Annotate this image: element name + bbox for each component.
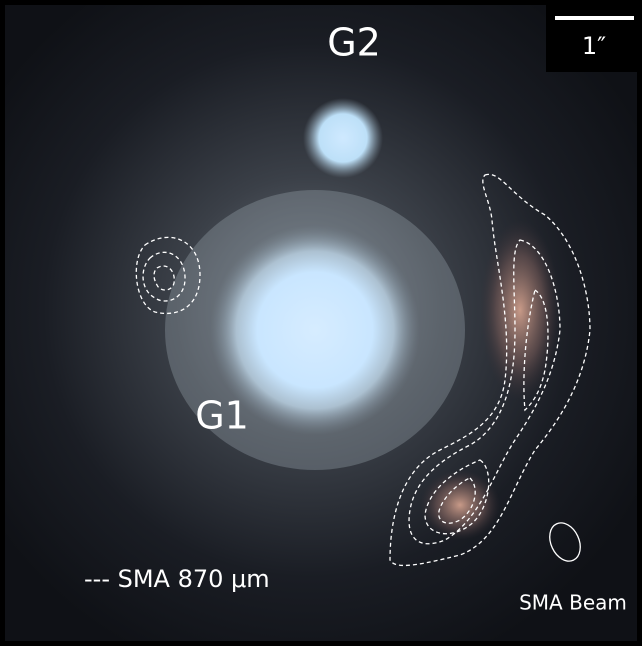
label-g2: G2 bbox=[327, 21, 381, 65]
contours bbox=[135, 173, 591, 567]
beam-label: SMA Beam bbox=[519, 591, 627, 615]
arc-emission bbox=[480, 220, 560, 400]
legend: --- SMA 870 μm bbox=[84, 565, 270, 593]
label-g1: G1 bbox=[195, 394, 249, 438]
arc-emission bbox=[420, 470, 500, 540]
beam-ellipse bbox=[549, 522, 581, 562]
galaxy-g2 bbox=[303, 98, 383, 178]
scale-label: 1″ bbox=[582, 32, 606, 60]
galaxy-g1 bbox=[210, 225, 420, 435]
